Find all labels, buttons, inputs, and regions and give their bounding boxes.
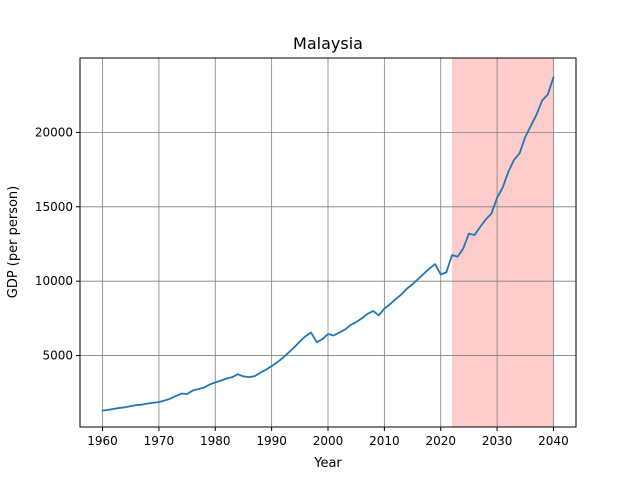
gdp-series-line (101, 76, 555, 412)
y-tick-label: 15000 (35, 200, 73, 214)
x-tick-label: 2010 (369, 434, 400, 448)
x-tick-label: 1970 (144, 434, 175, 448)
x-tick-label: 2030 (482, 434, 513, 448)
x-tick-label: 2040 (538, 434, 569, 448)
forecast-region-layer (452, 58, 554, 427)
series-layer (101, 76, 555, 412)
y-tick-label: 10000 (35, 274, 73, 288)
x-tick-label: 2020 (425, 434, 456, 448)
tick-layer: 1960 1970 1980 1990 2000 2010 2020 2030 2040 5000… (35, 125, 569, 448)
x-tick-label: 1960 (87, 434, 118, 448)
x-tick-label: 1980 (200, 434, 231, 448)
x-axis-label: Year (313, 456, 342, 471)
x-tick-label: 2000 (313, 434, 344, 448)
forecast-shaded-region (452, 58, 554, 427)
y-tick-label: 20000 (35, 125, 73, 139)
x-tick-label: 1990 (256, 434, 287, 448)
y-tick-label: 5000 (42, 349, 73, 363)
y-axis-label: GDP (per person) (6, 186, 21, 299)
chart-title: Malaysia (293, 34, 363, 53)
grid-layer (80, 58, 576, 427)
